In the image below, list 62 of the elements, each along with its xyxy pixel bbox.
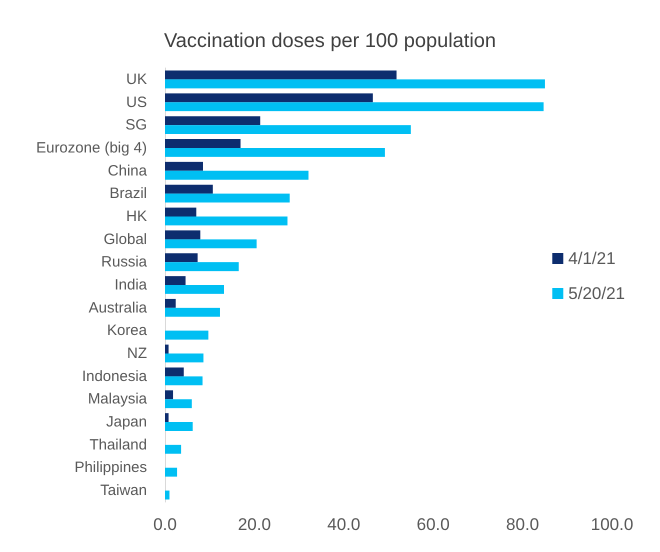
legend-label: 4/1/21 [568, 249, 616, 268]
bar [165, 216, 288, 226]
y-tick-label: Eurozone (big 4) [36, 139, 147, 156]
x-tick-label: 20.0 [238, 515, 271, 534]
y-tick-label: Malaysia [88, 390, 148, 408]
bar [165, 344, 169, 354]
bar [165, 262, 239, 272]
y-tick-label: Philippines [74, 459, 147, 476]
bar [165, 444, 182, 454]
bar [165, 194, 290, 203]
x-tick-label: 0.0 [153, 515, 177, 534]
bar [165, 390, 174, 400]
bar [165, 490, 170, 500]
y-tick-label: SG [125, 116, 147, 134]
y-tick-label: Japan [106, 414, 147, 431]
y-tick-label: Brazil [109, 185, 147, 202]
y-tick-label: Global [104, 230, 147, 248]
bar [165, 253, 198, 262]
bar [165, 102, 544, 112]
x-tick-label: 100.0 [590, 515, 634, 534]
bar [165, 230, 200, 240]
x-tick-label: 60.0 [416, 515, 450, 534]
bar [165, 285, 224, 294]
bar [165, 116, 260, 126]
bar [165, 422, 193, 431]
bar [165, 298, 176, 308]
y-tick-label: Russia [101, 254, 148, 271]
bar [165, 170, 308, 180]
bar [165, 239, 257, 248]
bar [165, 276, 186, 285]
y-tick-label: NZ [127, 345, 147, 362]
bar [165, 468, 178, 477]
bar [165, 139, 241, 148]
bar [165, 125, 411, 134]
bar [165, 354, 204, 362]
x-tick-label: 80.0 [506, 515, 540, 534]
y-tick-label: Indonesia [82, 368, 148, 385]
bar [165, 70, 397, 80]
bar [165, 399, 192, 408]
bar [165, 376, 203, 386]
y-tick-label: India [114, 276, 148, 294]
bar [165, 162, 203, 171]
bar [165, 148, 385, 157]
bar [165, 184, 213, 194]
chart-title: Vaccination doses per 100 population [164, 30, 496, 52]
bar [165, 367, 184, 376]
y-tick-label: Thailand [89, 436, 147, 454]
y-tick-label: Australia [88, 299, 148, 316]
bar [165, 413, 169, 422]
x-tick-label: 40.0 [327, 515, 360, 534]
legend-label: 5/20/21 [568, 284, 626, 303]
y-tick-label: UK [126, 70, 147, 88]
y-tick-label: US [126, 94, 147, 111]
bar [165, 330, 208, 340]
y-tick-label: HK [126, 208, 147, 225]
bar [165, 79, 545, 88]
bar [165, 308, 220, 317]
bar [165, 93, 373, 102]
y-tick-label: Korea [106, 322, 148, 340]
y-tick-label: Taiwan [100, 482, 147, 500]
y-tick-label: China [108, 162, 148, 180]
bar [165, 208, 196, 216]
